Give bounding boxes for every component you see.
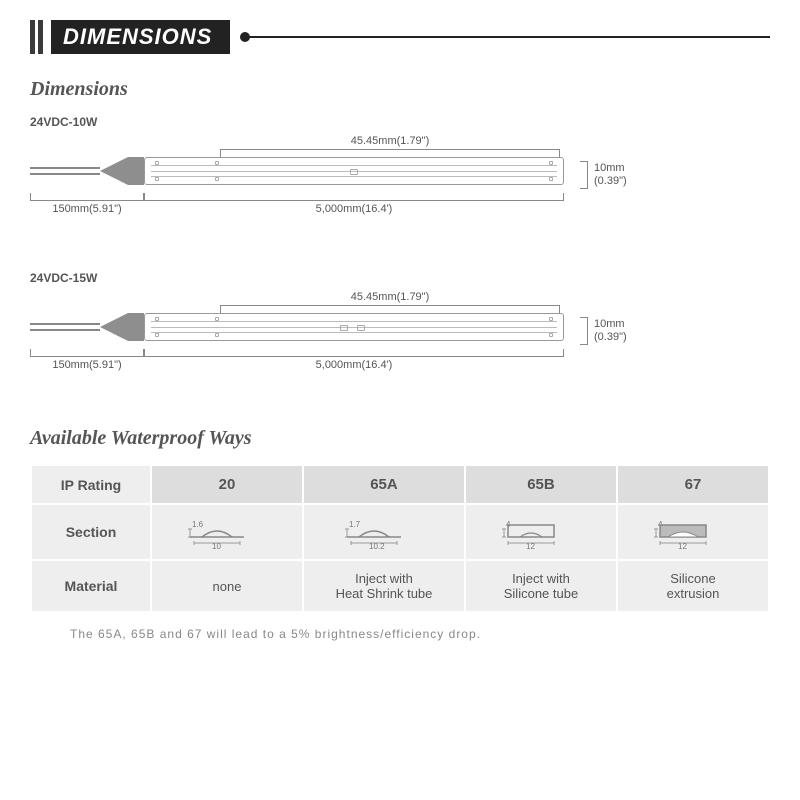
- dim-bottom-right-value: 5,000mm(16.4'): [144, 359, 564, 371]
- led-strip-icon: [144, 157, 564, 185]
- waterproof-table: IP Rating2065A65B67 Section 1.6 10 1.7 1…: [30, 464, 770, 613]
- cross-section-icon: 1.7 10.2: [339, 515, 429, 549]
- table-cell-section: 4 12: [465, 504, 617, 560]
- svg-text:10: 10: [212, 542, 221, 549]
- dim-bottom-left-value: 150mm(5.91"): [30, 359, 144, 371]
- table-cell-section: 1.7 10.2: [303, 504, 465, 560]
- dim-right: 10mm(0.39"): [570, 317, 627, 345]
- cross-section-icon: 4 12: [496, 515, 586, 549]
- dim-bottom: 150mm(5.91") 5,000mm(16.4'): [30, 349, 564, 371]
- dimension-drawing: 45.45mm(1.79") 10mm(0.39"): [30, 291, 650, 401]
- svg-text:1.6: 1.6: [192, 520, 204, 529]
- lead-wires-icon: [30, 166, 100, 176]
- table-cell-material: Siliconeextrusion: [617, 560, 769, 612]
- dim-bottom-left-value: 150mm(5.91"): [30, 203, 144, 215]
- banner-bars-icon: [30, 20, 43, 54]
- waterproof-heading: Available Waterproof Ways: [30, 427, 770, 450]
- dim-top-value: 45.45mm(1.79"): [220, 135, 560, 147]
- cross-section-icon: 1.6 10: [182, 515, 272, 549]
- svg-text:1.7: 1.7: [349, 520, 361, 529]
- product-model: 24VDC-10W: [30, 115, 770, 129]
- table-cell-material: none: [151, 560, 303, 612]
- dim-right-value: 10mm(0.39"): [594, 162, 627, 188]
- svg-text:10.2: 10.2: [369, 542, 385, 549]
- banner-label: DIMENSIONS: [51, 20, 230, 54]
- table-cell-section: 1.6 10: [151, 504, 303, 560]
- dim-right-value: 10mm(0.39"): [594, 318, 627, 344]
- svg-text:12: 12: [678, 542, 687, 549]
- footnote: The 65A, 65B and 67 will lead to a 5% br…: [30, 627, 770, 641]
- dim-bottom-right-value: 5,000mm(16.4'): [144, 203, 564, 215]
- section-banner: DIMENSIONS: [30, 20, 770, 54]
- product-dimension-block: 24VDC-10W 45.45mm(1.79"): [30, 115, 770, 245]
- lead-wires-icon: [30, 322, 100, 332]
- table-header-rowlabel: IP Rating: [31, 465, 151, 504]
- table-cell-section: 4 12: [617, 504, 769, 560]
- banner-rule: [246, 36, 770, 38]
- table-cell-material: Inject withHeat Shrink tube: [303, 560, 465, 612]
- table-rowhead-section: Section: [31, 504, 151, 560]
- dim-bottom: 150mm(5.91") 5,000mm(16.4'): [30, 193, 564, 215]
- cross-section-icon: 4 12: [648, 515, 738, 549]
- dimension-drawing: 45.45mm(1.79") 10mm(0.39"): [30, 135, 650, 245]
- dim-top-value: 45.45mm(1.79"): [220, 291, 560, 303]
- dimensions-heading: Dimensions: [30, 78, 770, 101]
- table-rowhead-material: Material: [31, 560, 151, 612]
- table-header-rating: 65B: [465, 465, 617, 504]
- led-strip-icon: [144, 313, 564, 341]
- connector-icon: [100, 313, 128, 341]
- product-dimension-block: 24VDC-15W 45.45mm(1.79"): [30, 271, 770, 401]
- dim-top: 45.45mm(1.79"): [220, 291, 560, 313]
- table-cell-material: Inject withSilicone tube: [465, 560, 617, 612]
- table-header-rating: 20: [151, 465, 303, 504]
- dim-right: 10mm(0.39"): [570, 161, 627, 189]
- table-header-rating: 65A: [303, 465, 465, 504]
- dim-top: 45.45mm(1.79"): [220, 135, 560, 157]
- product-model: 24VDC-15W: [30, 271, 770, 285]
- svg-text:12: 12: [526, 542, 535, 549]
- table-header-rating: 67: [617, 465, 769, 504]
- connector-icon: [100, 157, 128, 185]
